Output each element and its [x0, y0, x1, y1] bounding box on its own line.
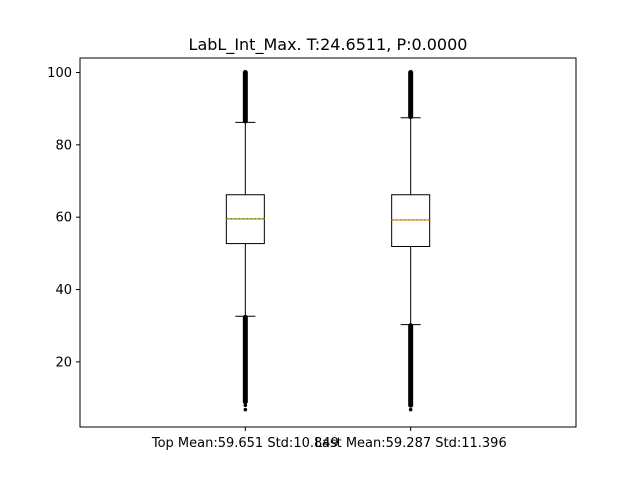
y-tick-label: 80	[55, 138, 72, 153]
y-tick-label: 40	[55, 283, 72, 298]
outlier-point	[243, 403, 248, 408]
boxes-layer	[225, 69, 431, 412]
outlier-point	[408, 407, 413, 412]
x-tick-label: Last Mean:59.287 Std:11.396	[315, 436, 507, 451]
box-1	[225, 69, 265, 412]
y-tick-label: 20	[55, 355, 72, 370]
y-tick-label: 100	[47, 66, 72, 81]
y-tick-label: 60	[55, 211, 72, 226]
x-tick-label: Top Mean:59.651 Std:10.849	[151, 436, 339, 451]
plot-area-frame	[79, 57, 577, 428]
chart-title: LabL_Int_Max. T:24.6511, P:0.0000	[189, 35, 468, 55]
box-2	[391, 69, 431, 412]
outlier-point	[243, 407, 248, 412]
y-axis: 20 40 60 80 100	[47, 66, 80, 370]
